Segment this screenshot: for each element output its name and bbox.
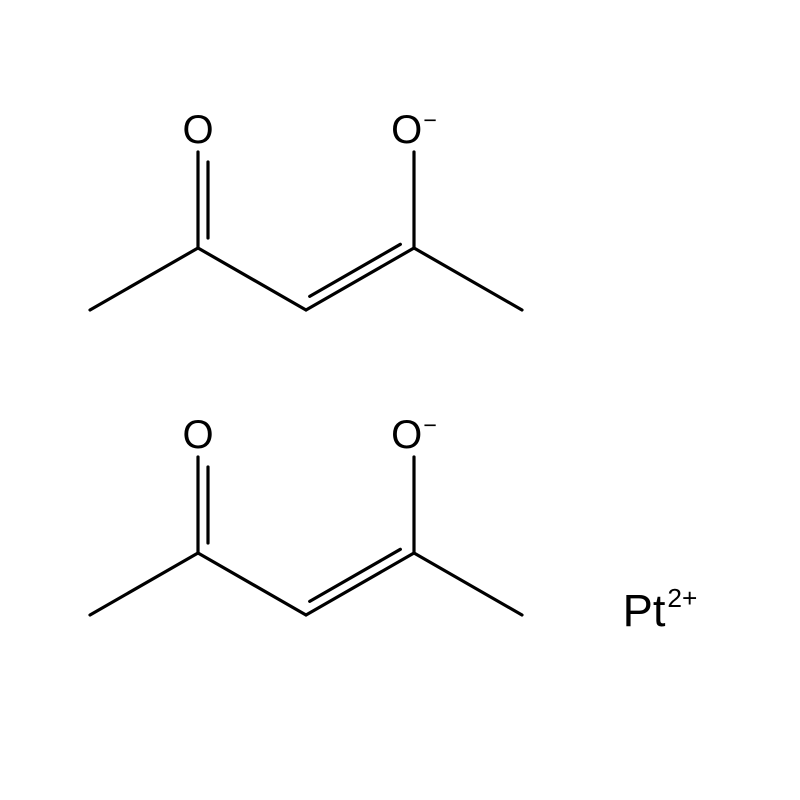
atom-label: O	[182, 108, 213, 152]
bond-line	[310, 549, 401, 601]
bond-line	[306, 553, 414, 615]
bond-line	[310, 244, 401, 296]
atom-label: O−	[391, 412, 437, 457]
ion-label: Pt2+	[623, 583, 698, 635]
bond-line	[90, 553, 198, 615]
bond-line	[306, 248, 414, 310]
bond-line	[198, 248, 306, 310]
chemistry-diagram: O O− O O− Pt2+	[0, 0, 800, 800]
atom-label: O−	[391, 107, 437, 152]
bond-line	[414, 553, 522, 615]
bond-line	[198, 553, 306, 615]
bond-line	[414, 248, 522, 310]
bond-line	[90, 248, 198, 310]
atom-label: O	[182, 413, 213, 457]
